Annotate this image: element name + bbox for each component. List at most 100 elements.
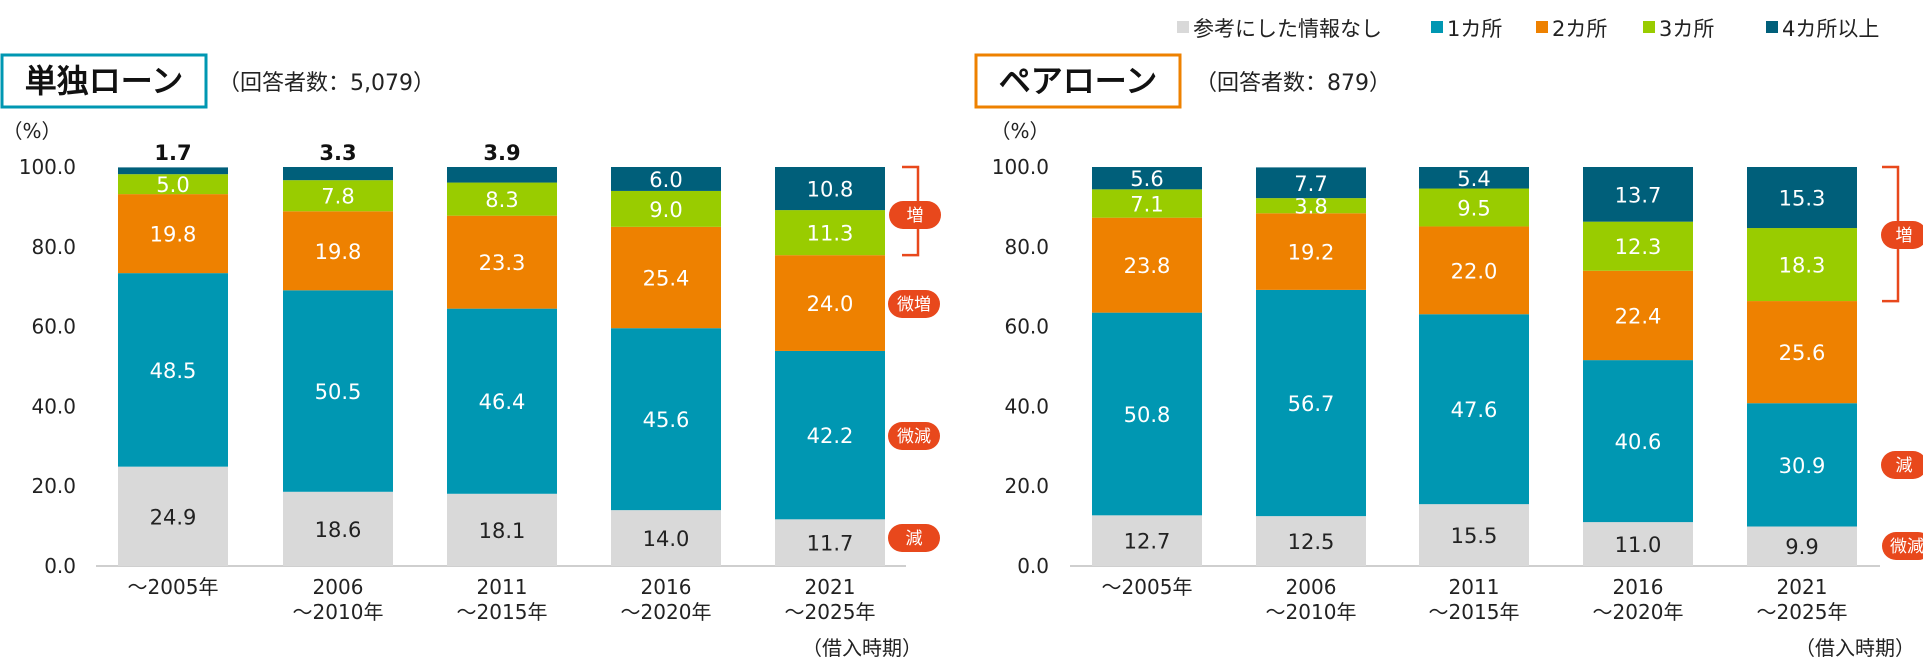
legend-item: 2カ所: [1536, 17, 1607, 41]
bar-value-label: 18.3: [1779, 254, 1826, 278]
bar-segment: [611, 226, 721, 329]
bar-value-label: 14.0: [643, 527, 690, 551]
chart-title: 単独ローン: [25, 62, 183, 100]
bar-segment: [118, 273, 228, 467]
legend-label: 参考にした情報なし: [1193, 17, 1382, 41]
bar-segment: [447, 182, 557, 216]
legend-swatch: [1536, 21, 1548, 33]
bar-value-label: 6.0: [649, 168, 682, 192]
annotation-text: 微減: [1890, 537, 1923, 557]
annotation-text: 減: [906, 529, 923, 549]
bar-segment: [1747, 526, 1857, 566]
bar-value-label: 18.6: [315, 518, 362, 542]
y-tick-label: 40.0: [1004, 394, 1049, 418]
annotation-text: 微増: [897, 295, 931, 315]
bar-value-label: 10.8: [807, 178, 854, 202]
bar-segment: [1583, 221, 1693, 271]
panel-pair-loan: ペアローン （回答者数：879） （%） 100.0 80.0 60.0 40.0 20.0 0…: [974, 53, 1923, 624]
x-tick-label: 2011: [1449, 575, 1500, 599]
bar-value-label: 46.4: [479, 390, 526, 414]
x-tick-label: 2016: [641, 575, 692, 599]
bar-value-label: 19.2: [1288, 241, 1335, 265]
bar-value-label: 24.0: [807, 292, 854, 316]
x-tick-label: 2021: [805, 575, 856, 599]
bar-segment: [1747, 403, 1857, 527]
bar-value-label: 11.7: [807, 532, 854, 556]
bar-segment: [118, 174, 228, 195]
bar-value-label: 9.9: [1785, 535, 1818, 559]
bar-value-label: 13.7: [1615, 183, 1662, 207]
bar-value-label: 11.0: [1615, 533, 1662, 557]
bar-outside-value-label: 3.3: [319, 141, 356, 165]
legend-label: 3カ所: [1659, 17, 1714, 41]
bar-segment: [611, 190, 721, 227]
bar-segment: [1747, 301, 1857, 404]
y-tick-label: 0.0: [1017, 554, 1049, 578]
bar-segment: [1419, 314, 1529, 505]
x-tick-label: ～2025年: [1757, 600, 1848, 624]
bar-value-label: 48.5: [150, 359, 197, 383]
bar-value-label: 3.8: [1294, 195, 1327, 219]
y-tick-label: 60.0: [31, 315, 76, 339]
y-axis-label: （%）: [2, 119, 61, 143]
annotation-text: 減: [1896, 456, 1913, 476]
bar-segment: [1419, 167, 1529, 189]
bar-segment: [775, 350, 885, 520]
period-caption: （借入時期）: [802, 636, 922, 660]
bar-segment: [447, 167, 557, 183]
bar-segment: [1419, 504, 1529, 566]
bar-value-label: 19.8: [315, 240, 362, 264]
legend-swatch: [1431, 21, 1443, 33]
bar-value-label: 15.3: [1779, 187, 1826, 211]
bar-segment: [1092, 515, 1202, 566]
bar-value-label: 11.3: [807, 222, 854, 246]
bar-value-label: 5.0: [156, 173, 189, 197]
bar-segment: [283, 180, 393, 212]
bar-outside-value-label: 3.9: [483, 141, 520, 165]
bar-value-label: 15.5: [1451, 524, 1498, 548]
bar-segment: [1092, 189, 1202, 218]
annotation-pill: [888, 524, 940, 552]
bar-segment: [611, 167, 721, 191]
bar-value-label: 23.3: [479, 251, 526, 275]
annotation-pill: [888, 422, 940, 450]
bar-value-label: 45.6: [643, 408, 690, 432]
annotation-text: 微減: [897, 427, 931, 447]
annotation-text: 増: [907, 206, 924, 226]
x-tick-label: ～2025年: [785, 600, 876, 624]
bar-value-label: 50.8: [1124, 403, 1171, 427]
bar-segment: [283, 491, 393, 566]
bar-value-label: 7.7: [1294, 172, 1327, 196]
bar-value-label: 12.5: [1288, 530, 1335, 554]
legend-label: 4カ所以上: [1782, 17, 1879, 41]
chart-subtitle: （回答者数：879）: [1195, 71, 1391, 96]
bar-segment: [118, 194, 228, 274]
bar-segment: [118, 466, 228, 566]
x-tick-label: 2021: [1777, 575, 1828, 599]
chart-title-box: [0, 53, 208, 109]
bar-segment: [1092, 312, 1202, 516]
bar-value-label: 9.0: [649, 198, 682, 222]
chart-subtitle: （回答者数：5,079）: [218, 71, 435, 96]
legend-item: 1カ所: [1431, 17, 1502, 41]
bar-value-label: 47.6: [1451, 398, 1498, 422]
bar-segment: [1583, 270, 1693, 361]
legend-swatch: [1766, 21, 1778, 33]
x-tick-label: ～2020年: [621, 600, 712, 624]
y-tick-label: 20.0: [1004, 474, 1049, 498]
bar-segment: [447, 308, 557, 494]
legend-item: 参考にした情報なし: [1177, 17, 1382, 41]
bar-segment: [118, 167, 228, 175]
bar-segment: [1419, 188, 1529, 227]
bar-value-label: 40.6: [1615, 430, 1662, 454]
bar-value-label: 5.6: [1130, 167, 1163, 191]
y-tick-label: 80.0: [31, 235, 76, 259]
bar-segment: [283, 211, 393, 291]
bar-segment: [1256, 516, 1366, 566]
legend-label: 2カ所: [1552, 17, 1607, 41]
bar-value-label: 30.9: [1779, 454, 1826, 478]
bar-segment: [611, 510, 721, 566]
legend-label: 1カ所: [1447, 17, 1502, 41]
x-tick-label: 2011: [477, 575, 528, 599]
